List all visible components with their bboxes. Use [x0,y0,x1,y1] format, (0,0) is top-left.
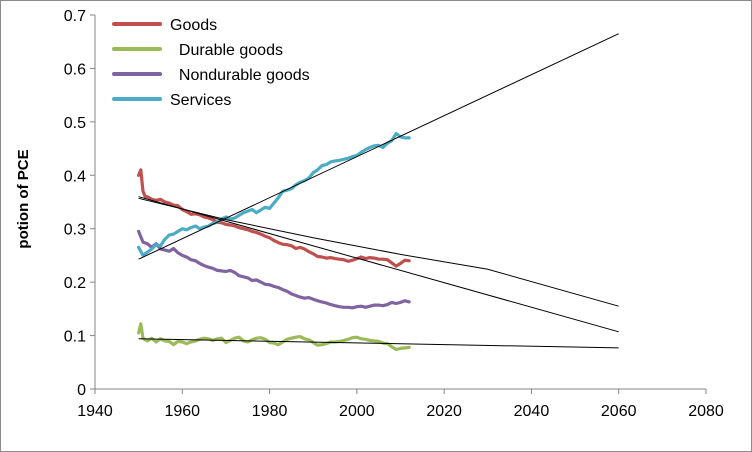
x-tick-label: 2060 [601,403,637,420]
legend-item-nondurable-goods[interactable]: Nondurable goods [112,67,310,84]
y-tick-label: 0.3 [64,222,86,239]
y-tick-label: 0.7 [64,8,86,25]
series-line-durable-goods [137,322,411,352]
y-tick-label: 0.6 [64,61,86,78]
y-tick-label: 0.5 [64,115,86,132]
trendline-services-trend [138,33,619,260]
series-line-services [137,132,411,257]
y-axis-ticks: 0 0.1 0.2 0.3 0.4 0.5 0.6 0.7 [64,8,95,399]
legend-label: Nondurable goods [170,67,310,84]
legend-label: Goods [170,17,217,34]
plot-lines [137,132,411,352]
x-tick-label: 2080 [688,403,724,420]
legend-item-services[interactable]: Services [112,92,231,109]
series-line-nondurable-goods [137,229,411,310]
y-tick-label: 0.2 [64,275,86,292]
x-axis-ticks: 1940 1960 1980 2000 2020 2040 2060 2080 [77,389,724,420]
x-tick-label: 2000 [339,403,375,420]
x-tick-label: 1940 [77,403,113,420]
y-tick-label: 0.1 [64,329,86,346]
legend-label: Services [170,92,231,109]
x-tick-label: 2020 [426,403,462,420]
series-line-goods [137,168,411,268]
x-tick-label: 1980 [252,403,288,420]
x-tick-label: 1960 [164,403,200,420]
trendline-goods-linear-trend [138,196,619,333]
y-axis-title: potion of PCE [15,149,32,248]
trend-lines [138,33,619,349]
y-tick-label: 0.4 [64,168,86,185]
trendline-durable-goods-trend [138,338,619,349]
trendline-goods-exponential-trend [138,197,619,307]
y-tick-label: 0 [77,382,86,399]
legend-label: Durable goods [170,42,283,59]
x-tick-label: 2040 [514,403,550,420]
axes [94,15,706,390]
legend[interactable]: Goods Durable goods Nondurable goods Serv… [112,17,310,109]
legend-item-durable-goods[interactable]: Durable goods [112,42,283,59]
legend-item-goods[interactable]: Goods [112,17,217,34]
